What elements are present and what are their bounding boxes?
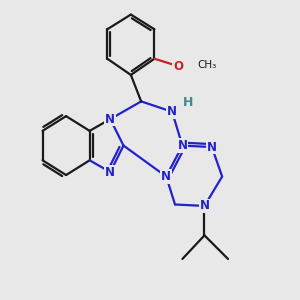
Text: CH₃: CH₃ (197, 60, 216, 70)
Text: N: N (105, 166, 115, 178)
Text: H: H (183, 96, 194, 110)
Text: N: N (200, 200, 209, 212)
Text: N: N (177, 139, 188, 152)
Text: N: N (167, 105, 177, 118)
Text: N: N (207, 141, 217, 154)
Text: O: O (173, 60, 183, 73)
Text: N: N (105, 112, 115, 126)
Text: N: N (161, 170, 171, 183)
